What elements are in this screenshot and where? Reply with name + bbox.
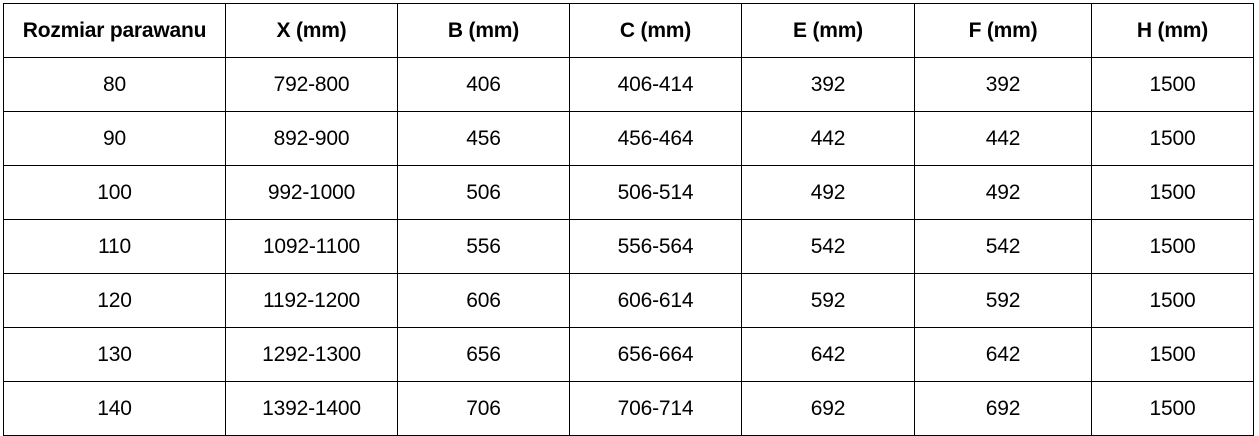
cell-e: 442 [741, 111, 915, 166]
cell-c: 406-414 [569, 57, 742, 112]
cell-c: 456-464 [569, 111, 742, 166]
table-header-row: Rozmiar parawanu X (mm) B (mm) C (mm) E … [3, 3, 1254, 58]
table-row: 140 1392-1400 706 706-714 692 692 1500 [3, 381, 1254, 436]
cell-h: 1500 [1091, 381, 1254, 436]
cell-c: 706-714 [569, 381, 742, 436]
cell-h: 1500 [1091, 165, 1254, 220]
cell-rozmiar: 90 [3, 111, 226, 166]
column-header-h: H (mm) [1091, 3, 1254, 58]
cell-x: 1292-1300 [225, 327, 398, 382]
table-header: Rozmiar parawanu X (mm) B (mm) C (mm) E … [3, 3, 1254, 58]
cell-rozmiar: 130 [3, 327, 226, 382]
cell-e: 592 [741, 273, 915, 328]
table-row: 110 1092-1100 556 556-564 542 542 1500 [3, 219, 1254, 274]
table-row: 130 1292-1300 656 656-664 642 642 1500 [3, 327, 1254, 382]
cell-c: 556-564 [569, 219, 742, 274]
cell-b: 606 [397, 273, 570, 328]
cell-rozmiar: 140 [3, 381, 226, 436]
cell-b: 456 [397, 111, 570, 166]
cell-b: 406 [397, 57, 570, 112]
cell-rozmiar: 120 [3, 273, 226, 328]
cell-f: 442 [914, 111, 1092, 166]
cell-c: 606-614 [569, 273, 742, 328]
column-header-b: B (mm) [397, 3, 570, 58]
cell-f: 542 [914, 219, 1092, 274]
cell-b: 556 [397, 219, 570, 274]
cell-x: 1392-1400 [225, 381, 398, 436]
table-body: 80 792-800 406 406-414 392 392 1500 90 8… [3, 57, 1254, 436]
dimensions-table: Rozmiar parawanu X (mm) B (mm) C (mm) E … [3, 3, 1254, 436]
cell-c: 656-664 [569, 327, 742, 382]
cell-e: 642 [741, 327, 915, 382]
cell-f: 692 [914, 381, 1092, 436]
table-row: 100 992-1000 506 506-514 492 492 1500 [3, 165, 1254, 220]
cell-b: 656 [397, 327, 570, 382]
cell-e: 542 [741, 219, 915, 274]
cell-e: 392 [741, 57, 915, 112]
cell-f: 492 [914, 165, 1092, 220]
cell-h: 1500 [1091, 57, 1254, 112]
cell-h: 1500 [1091, 327, 1254, 382]
column-header-c: C (mm) [569, 3, 742, 58]
table-row: 80 792-800 406 406-414 392 392 1500 [3, 57, 1254, 112]
cell-rozmiar: 80 [3, 57, 226, 112]
cell-f: 392 [914, 57, 1092, 112]
column-header-e: E (mm) [741, 3, 915, 58]
column-header-rozmiar-parawanu: Rozmiar parawanu [3, 3, 226, 58]
cell-b: 506 [397, 165, 570, 220]
cell-f: 592 [914, 273, 1092, 328]
cell-h: 1500 [1091, 219, 1254, 274]
column-header-f: F (mm) [914, 3, 1092, 58]
cell-e: 492 [741, 165, 915, 220]
cell-f: 642 [914, 327, 1092, 382]
column-header-x: X (mm) [225, 3, 398, 58]
cell-rozmiar: 110 [3, 219, 226, 274]
table-row: 90 892-900 456 456-464 442 442 1500 [3, 111, 1254, 166]
spec-table-container: Rozmiar parawanu X (mm) B (mm) C (mm) E … [3, 3, 1254, 436]
cell-x: 1092-1100 [225, 219, 398, 274]
cell-x: 992-1000 [225, 165, 398, 220]
cell-c: 506-514 [569, 165, 742, 220]
cell-h: 1500 [1091, 273, 1254, 328]
cell-rozmiar: 100 [3, 165, 226, 220]
cell-h: 1500 [1091, 111, 1254, 166]
cell-e: 692 [741, 381, 915, 436]
cell-x: 1192-1200 [225, 273, 398, 328]
table-row: 120 1192-1200 606 606-614 592 592 1500 [3, 273, 1254, 328]
cell-x: 892-900 [225, 111, 398, 166]
cell-x: 792-800 [225, 57, 398, 112]
cell-b: 706 [397, 381, 570, 436]
